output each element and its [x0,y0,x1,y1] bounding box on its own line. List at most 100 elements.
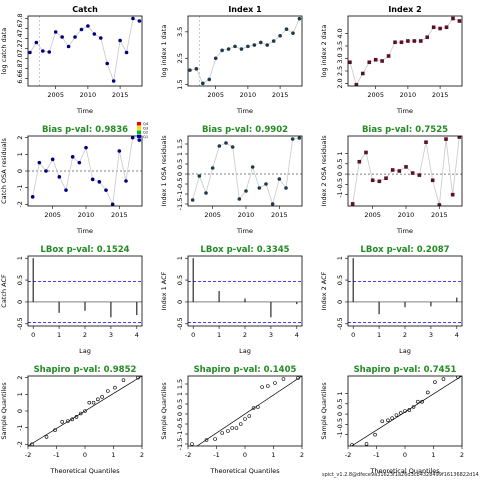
x-tick-label: 2 [243,331,247,339]
y-tick-label: -2 [16,201,24,207]
x-axis-label: Lag [239,347,251,355]
x-tick-label: 3 [269,331,273,339]
plot-area [348,136,462,206]
data-point [66,419,70,423]
data-point [297,16,302,21]
data-point [393,40,397,45]
x-tick-label: 2005 [364,211,381,219]
x-tick-label: 2010 [240,91,257,99]
y-tick-label: 7.2 [16,43,24,53]
data-point [273,381,277,385]
data-point [361,71,365,76]
chart-panel-index1-acf: LBox p-val: 0.3345 Lag Index 1 ACF 0 1 2 3 4 -0.… [160,245,303,355]
y-axis-label: Catch ACF [0,274,8,308]
data-point [86,24,90,28]
y-tick-label: 3.0 [336,53,344,63]
data-point [451,16,455,21]
data-point [100,395,104,399]
y-tick-label: -0.5 [176,178,184,191]
chart-panel-index1-osa: Bias p-val: 0.9902 Time Index 1 OSA residu… [160,125,303,235]
data-point [433,380,437,384]
data-point [104,188,108,192]
data-point [357,159,362,164]
chart-title: Bias p-val: 0.9836 [42,125,128,135]
data-point [278,34,282,38]
y-tick-label: 2 [16,376,24,380]
legend-label: Q2 [143,131,148,135]
y-tick-label: 7.0 [16,53,24,63]
data-point [444,25,449,30]
y-tick-label: 7.4 [16,33,24,43]
x-axis-label: Theoretical Quantiles [369,467,440,475]
data-point [37,160,42,165]
data-point [384,176,388,181]
data-point [377,179,382,184]
x-tick-label: 2 [460,451,464,459]
data-point [74,415,79,419]
plot-area [348,258,462,323]
y-tick-label: 1 [336,391,344,395]
data-point [90,177,95,182]
data-point [425,35,430,40]
data-point [417,173,422,177]
legend-label: Q1 [143,135,148,139]
x-tick-label: 0 [243,451,247,459]
data-point [87,400,92,405]
data-point [394,413,399,417]
y-tick-label: 0 [336,300,344,304]
data-point [354,82,359,86]
y-tick-label: 2.5 [176,53,184,63]
y-tick-label: -1.5 [176,438,184,451]
data-point [73,35,77,39]
data-point [297,136,302,140]
plot-area [188,16,302,86]
x-tick-label: -1 [373,451,379,459]
data-point [97,180,102,184]
data-point [437,203,442,206]
data-point [106,389,110,393]
data-point [41,49,45,53]
x-tick-label: 2005 [47,91,64,99]
y-tick-label: 1 [16,256,24,260]
data-point [83,409,87,413]
x-tick-label: 0 [191,331,195,339]
x-axis-label: Time [76,107,93,115]
data-point [111,79,116,83]
data-point [390,168,395,172]
data-point [110,202,115,206]
data-point [258,40,263,45]
data-point [407,408,412,412]
data-point [411,405,416,409]
data-point [399,40,404,45]
data-point [84,145,88,150]
y-tick-label: 0.5 [16,275,24,285]
x-tick-label: 2010 [398,211,415,219]
chart-panel-catch-qq: Shapiro p-val: 0.9852 Theoretical Quantil… [0,365,144,475]
data-point [270,202,275,206]
data-point [284,27,289,32]
plot-frame [187,135,303,207]
y-tick-label: 4.0 [336,28,344,38]
data-point [66,44,71,49]
x-axis-label: Time [236,227,253,235]
chart-title: Shapiro p-val: 0.7451 [354,365,457,375]
y-tick-label: 0.5 [336,275,344,285]
data-point [230,145,235,149]
y-tick-label: -0.5 [336,317,344,330]
plot-frame [347,135,463,207]
data-point [28,50,32,55]
data-point [256,405,260,409]
x-tick-label: 4 [455,331,459,339]
series-line [349,18,460,86]
data-point [386,418,390,423]
data-point [190,198,195,202]
data-point [137,19,142,23]
x-tick-label: 2 [83,331,87,339]
data-point [44,435,49,439]
y-tick-label: -1 [16,424,24,430]
y-tick-label: -2 [16,441,24,447]
y-axis-label: Index 2 ACF [320,271,328,310]
data-point [204,191,208,195]
data-point [380,59,384,63]
